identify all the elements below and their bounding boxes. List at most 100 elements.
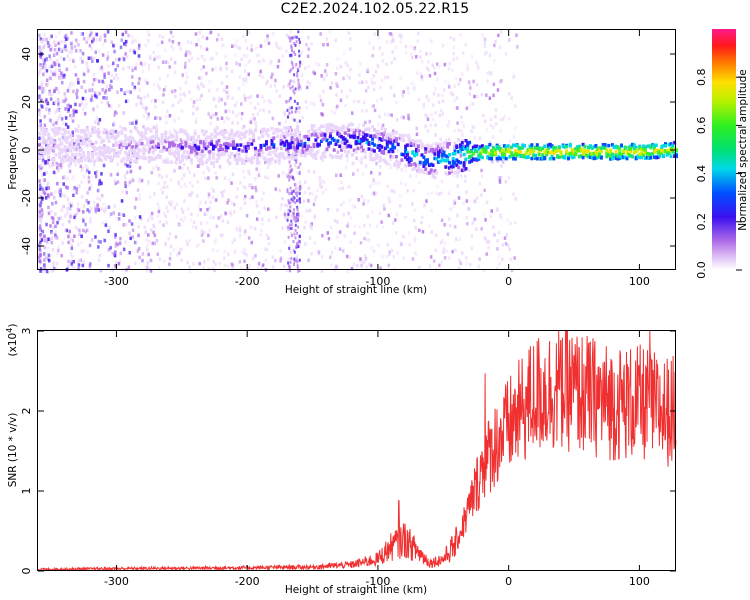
spectrogram-cell xyxy=(57,90,60,95)
spectrogram-cell xyxy=(504,52,508,56)
spectrogram-cell xyxy=(129,140,133,144)
spectrogram-cell xyxy=(144,79,147,83)
spectrogram-cell xyxy=(380,126,384,131)
y-tick-label: 3 xyxy=(20,328,33,335)
spectrogram-cell xyxy=(381,123,385,128)
spectrogram-cell xyxy=(86,191,89,195)
spectrogram-cell xyxy=(361,141,365,145)
spectrogram-cell xyxy=(368,184,372,189)
spectrogram-cell xyxy=(84,229,87,234)
spectrogram-cell xyxy=(391,50,394,54)
spectrogram-cell xyxy=(274,258,277,263)
spectrogram-cell xyxy=(107,229,110,233)
spectrogram-cell xyxy=(93,120,97,125)
spectrogram-cell xyxy=(194,226,198,230)
spectrogram-cell xyxy=(231,240,234,245)
spectrogram-cell xyxy=(131,151,135,156)
spectrogram-cell xyxy=(154,99,157,103)
spectrogram-cell xyxy=(47,186,50,190)
spectrogram-cell xyxy=(218,261,221,266)
spectrogram-cell xyxy=(388,199,391,204)
spectrogram-cell xyxy=(77,208,81,213)
spectrogram-cell xyxy=(153,57,156,62)
spectrogram-cell xyxy=(46,182,49,186)
spectrogram-cell xyxy=(673,140,677,145)
spectrogram-cell xyxy=(378,181,381,185)
spectrogram-cell xyxy=(446,123,450,128)
spectrogram-cell xyxy=(117,212,121,216)
spectrogram-cell xyxy=(175,215,179,219)
spectrogram-cell xyxy=(67,234,70,239)
spectrogram-cell xyxy=(48,118,51,122)
spectrogram-cell xyxy=(390,113,393,117)
spectrogram-cell xyxy=(281,131,285,136)
spectrogram-cell xyxy=(77,263,81,267)
spectrogram-cell xyxy=(118,150,122,155)
spectrogram-cell xyxy=(313,71,317,76)
spectrogram-cell xyxy=(435,171,439,175)
spectrogram-cell xyxy=(431,171,435,176)
spectrogram-cell xyxy=(470,54,474,59)
spectrogram-cell xyxy=(424,150,428,154)
spectrogram-cell xyxy=(92,72,96,77)
spectrogram-cell xyxy=(327,131,330,136)
spectrogram-x-axis-label: Height of straight line (km) xyxy=(285,284,427,296)
spectrogram-cell xyxy=(156,83,160,88)
spectrogram-cell xyxy=(396,148,400,153)
spectrogram-cell xyxy=(484,150,488,154)
spectrogram-cell xyxy=(407,113,410,118)
spectrogram-cell xyxy=(649,144,653,148)
spectrogram-cell xyxy=(68,50,71,54)
spectrogram-cell xyxy=(296,137,300,141)
spectrogram-cell xyxy=(124,184,127,188)
spectrogram-cell xyxy=(116,133,120,137)
spectrogram-cell xyxy=(99,240,102,244)
spectrogram-cell xyxy=(206,144,210,149)
spectrogram-cell xyxy=(63,40,66,44)
spectrogram-cell xyxy=(336,57,339,61)
spectrogram-cell xyxy=(335,93,338,97)
spectrogram-cell xyxy=(138,166,142,170)
spectrogram-cell xyxy=(213,134,217,139)
spectrogram-cell xyxy=(318,131,321,135)
spectrogram-cell xyxy=(391,149,395,154)
spectrogram-cell xyxy=(233,238,236,242)
spectrogram-cell xyxy=(92,126,96,130)
spectrogram-cell xyxy=(71,177,75,181)
spectrogram-cell xyxy=(237,148,241,152)
spectrogram-cell xyxy=(238,235,241,239)
spectrogram-cell xyxy=(94,152,98,156)
spectrogram-cell xyxy=(484,148,488,152)
spectrogram-cell xyxy=(456,174,459,179)
spectrogram-cell xyxy=(194,32,198,36)
spectrogram-cell xyxy=(53,40,56,44)
spectrogram-cell xyxy=(288,145,292,150)
spectrogram-cell xyxy=(314,132,318,137)
spectrogram-cell xyxy=(400,134,404,139)
spectrogram-cell xyxy=(295,191,297,195)
spectrogram-cell xyxy=(265,140,268,144)
spectrogram-cell xyxy=(146,142,149,147)
spectrogram-cell xyxy=(532,149,536,153)
spectrogram-cell xyxy=(179,47,182,51)
spectrogram-cell xyxy=(261,134,265,138)
spectrogram-cell xyxy=(339,64,343,69)
colorbar-tick-label: 0.0 xyxy=(695,261,708,279)
spectrogram-cell xyxy=(57,109,61,113)
spectrogram-cell xyxy=(374,156,378,160)
spectrogram-cell xyxy=(140,141,144,146)
spectrogram-cell xyxy=(269,84,272,88)
spectrogram-cell xyxy=(77,142,80,147)
spectrogram-cell xyxy=(158,167,162,171)
spectrogram-cell xyxy=(585,153,589,158)
spectrogram-cell xyxy=(359,257,362,261)
spectrogram-cell xyxy=(86,208,89,212)
spectrogram-cell xyxy=(376,144,380,148)
spectrogram-cell xyxy=(483,41,486,45)
spectrogram-cell xyxy=(51,62,54,66)
spectrogram-cell xyxy=(223,263,227,268)
spectrogram-cell xyxy=(451,92,454,97)
spectrogram-cell xyxy=(150,228,153,233)
spectrogram-cell xyxy=(364,89,368,93)
spectrogram-cell xyxy=(298,180,301,185)
